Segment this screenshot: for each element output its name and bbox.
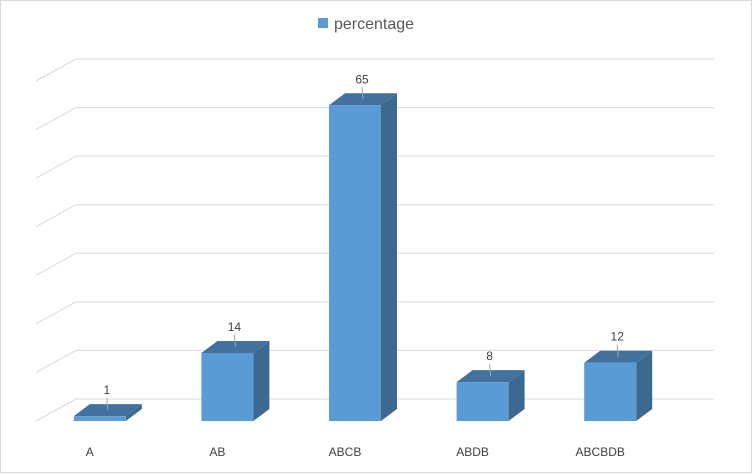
- gridline-side: [35, 155, 77, 179]
- bar-front: [329, 105, 381, 422]
- x-tick-label: ABDB: [456, 445, 489, 459]
- data-label: 12: [611, 330, 625, 344]
- bar: [584, 350, 653, 421]
- data-label: 65: [355, 72, 369, 86]
- gridline-side: [35, 301, 77, 325]
- x-tick-label: ABCBDB: [576, 445, 625, 459]
- bar-front: [456, 382, 509, 421]
- bar-front: [73, 416, 126, 421]
- bar: [456, 370, 525, 421]
- bar-front: [201, 353, 254, 421]
- gridline-side: [35, 349, 77, 373]
- bar-side: [636, 350, 653, 421]
- x-tick-label: A: [86, 445, 94, 459]
- data-label: 8: [486, 349, 493, 363]
- legend-label: percentage: [334, 16, 414, 33]
- gridline-side: [35, 252, 77, 276]
- bar-side: [508, 370, 525, 421]
- bar-side: [125, 404, 142, 421]
- x-axis-tick-labels: A AB ABCB ABDB ABCBDB: [86, 445, 625, 459]
- leader-line: [106, 398, 109, 411]
- data-label: 1: [103, 383, 110, 397]
- leader-line: [361, 87, 364, 100]
- bar: [201, 341, 270, 421]
- x-tick-label: AB: [209, 445, 225, 459]
- data-labels: 1 14 65 8 12: [103, 72, 625, 411]
- bar-front: [584, 362, 637, 421]
- legend-swatch: [318, 18, 328, 28]
- bar-side: [253, 341, 270, 421]
- x-tick-label: ABCB: [329, 445, 362, 459]
- gridline-side: [35, 107, 77, 131]
- gridline-side: [35, 204, 77, 228]
- leader-line: [233, 334, 236, 348]
- leader-line: [489, 364, 492, 377]
- bars: [73, 93, 653, 422]
- gridline-side: [35, 58, 77, 82]
- data-label: 14: [228, 320, 242, 334]
- bar-side: [381, 93, 397, 422]
- legend: percentage: [318, 16, 414, 33]
- leader-line: [616, 344, 619, 357]
- gridline-side: [35, 398, 77, 422]
- bar: [329, 93, 397, 422]
